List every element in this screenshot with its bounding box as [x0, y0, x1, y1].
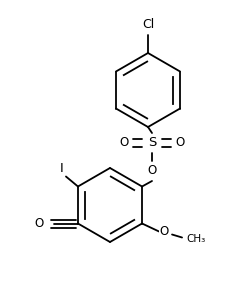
Text: Cl: Cl: [141, 18, 153, 31]
Text: O: O: [147, 164, 156, 178]
Text: O: O: [35, 217, 44, 230]
Text: O: O: [175, 136, 184, 150]
Text: CH₃: CH₃: [185, 235, 204, 244]
Text: S: S: [147, 136, 155, 150]
Text: O: O: [119, 136, 128, 150]
Text: O: O: [159, 225, 168, 238]
Text: I: I: [60, 162, 64, 175]
